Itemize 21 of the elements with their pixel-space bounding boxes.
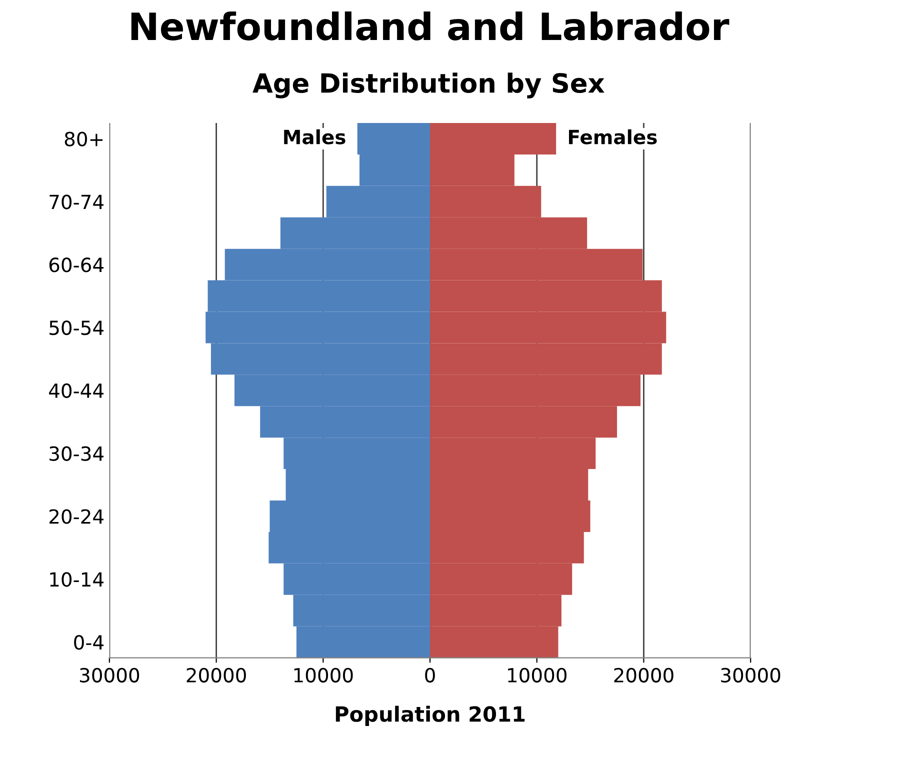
series-label: Males: [284, 129, 346, 144]
y-tick-label: 70-74: [50, 194, 104, 210]
x-tick-label: 10000: [508, 668, 566, 683]
y-tick-label: 20-24: [50, 509, 104, 524]
x-tick-label: 30000: [721, 668, 780, 683]
x-tick-label: 0: [425, 668, 435, 683]
chart-subtitle: Age Distribution by Sex: [252, 72, 604, 98]
y-tick-label: 50-54: [50, 320, 104, 336]
y-tick-label: 80+: [64, 132, 103, 146]
y-tick-label: 60-64: [49, 258, 104, 272]
chart-title: Newfoundland and Labrador: [131, 11, 730, 40]
x-tick-label: 30000: [80, 668, 140, 683]
x-tick-label: 20000: [614, 668, 674, 683]
y-tick-label: 30-34: [50, 446, 104, 461]
y-tick-label: 0-4: [74, 635, 104, 650]
y-tick-label: 40-44: [49, 383, 104, 398]
series-label: Females: [568, 129, 657, 144]
y-tick-label: 10-14: [50, 572, 104, 587]
x-tick-label: 20000: [186, 668, 246, 683]
x-tick-label: 10000: [294, 668, 353, 683]
x-axis-title: Population 2011: [336, 706, 525, 726]
